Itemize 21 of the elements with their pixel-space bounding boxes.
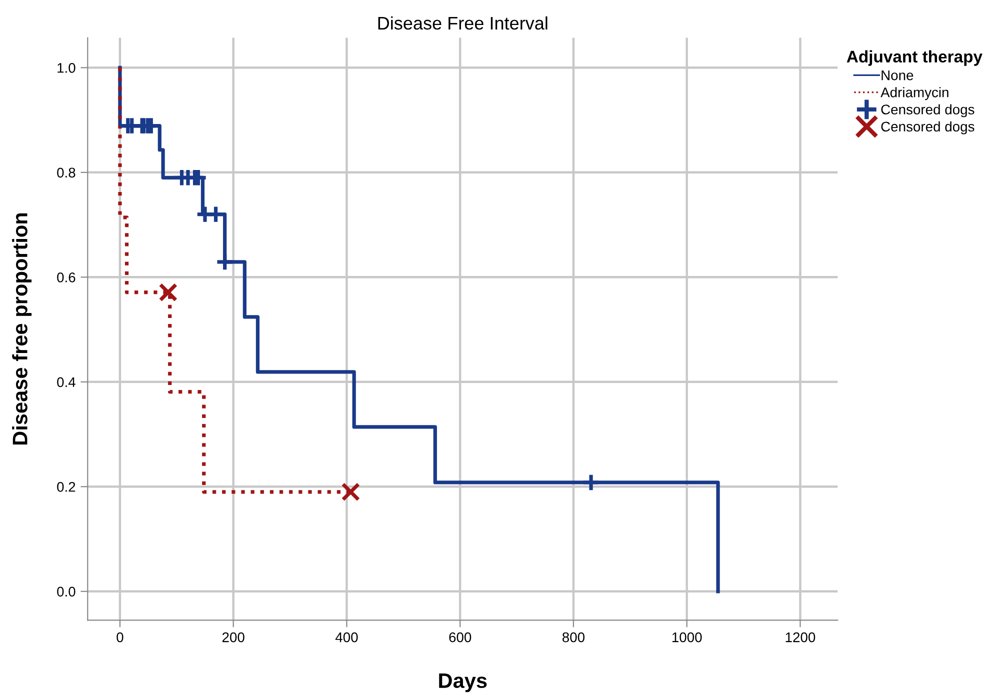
x-axis-title: Days	[439, 673, 487, 692]
legend-label: None	[882, 70, 914, 80]
x-tick-label: 0	[116, 632, 124, 642]
y-tick-label: 0.4	[57, 377, 76, 388]
y-tick-label: 0.2	[57, 482, 76, 492]
x-tick-label: 800	[562, 632, 585, 642]
chart-title: Disease Free Interval	[378, 16, 548, 30]
x-tick-label: 400	[335, 632, 358, 642]
legend-title: Adjuvant therapy	[846, 50, 982, 66]
y-tick-label: 0.6	[57, 272, 76, 282]
x-tick-label: 1000	[672, 632, 702, 642]
y-tick-label: 1.0	[58, 62, 76, 73]
legend-label: Censored dogs	[881, 104, 974, 118]
x-tick-label: 1200	[786, 632, 816, 642]
y-axis-title: Disease free proportion	[12, 213, 32, 445]
legend-label: Censored dogs	[881, 121, 974, 134]
y-tick-label: 0.0	[57, 586, 76, 597]
legend-label: Adriamycin	[880, 87, 948, 100]
y-tick-label: 0.8	[57, 168, 76, 178]
x-tick-label: 600	[449, 632, 472, 642]
x-tick-label: 200	[222, 632, 244, 642]
